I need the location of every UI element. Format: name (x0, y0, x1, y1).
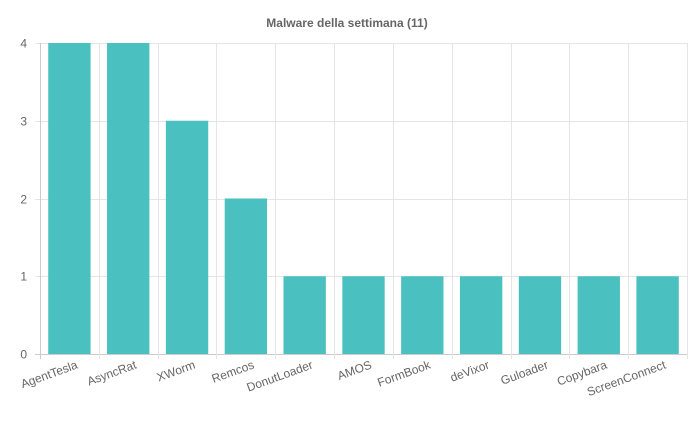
bar-guloader (518, 276, 562, 354)
bar-remcos (224, 198, 268, 354)
x-tick-label: AgentTesla (19, 358, 80, 392)
bars (48, 43, 679, 354)
bar-amos (342, 276, 385, 354)
chart-title: Malware della settimana (11) (266, 16, 427, 30)
bar-xworm (165, 120, 209, 354)
x-tick-label: FormBook (376, 357, 434, 389)
y-tick-label: 1 (20, 270, 27, 284)
x-tick-label: AsyncRat (85, 357, 139, 388)
bar-screenconnect (636, 276, 679, 354)
x-tick-label: XWorm (155, 358, 197, 385)
x-axis-ticks: AgentTesla AsyncRat XWorm RemcosDonutLoader… (19, 357, 668, 399)
x-tick-label: AMOS (336, 358, 374, 383)
x-tick-label: deVixor (448, 358, 491, 385)
bar-donutloader (283, 276, 326, 354)
x-tick-label: DonutLoader (245, 358, 315, 395)
x-tick-label: Guloader (499, 358, 550, 388)
y-tick-label: 2 (20, 193, 27, 207)
bar-copybara (577, 276, 620, 354)
bar-asyncrat (107, 43, 150, 354)
y-tick-label: 0 (20, 348, 27, 362)
bar-agenttesla (48, 43, 91, 354)
bar-formbook (401, 276, 444, 354)
bar-devixor (459, 276, 503, 354)
y-tick-label: 4 (20, 37, 27, 51)
y-axis-ticks: 0 1 2 3 4 (20, 37, 27, 362)
y-tick-label: 3 (20, 115, 27, 129)
